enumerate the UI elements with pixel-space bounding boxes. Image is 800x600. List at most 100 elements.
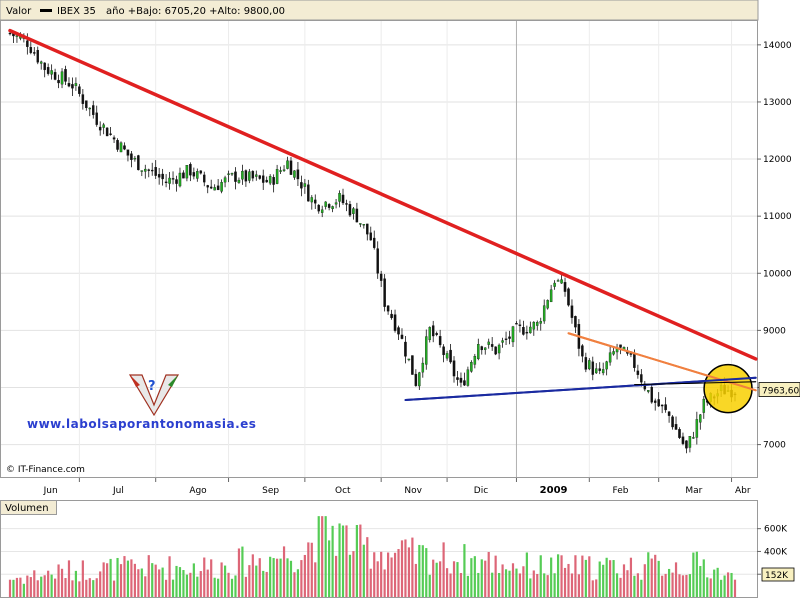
candle-up — [501, 340, 504, 343]
candle-down — [71, 84, 74, 89]
candle-up — [185, 165, 189, 179]
volume-bar-down — [494, 555, 497, 597]
volume-bar-up — [328, 540, 331, 597]
candle-down — [147, 169, 151, 171]
volume-bar-down — [106, 563, 109, 597]
candle-down — [678, 429, 681, 438]
month-label: Oct — [335, 486, 351, 496]
candle-down — [116, 139, 119, 150]
volume-bar-up — [185, 574, 189, 597]
volume-bar-down — [404, 539, 407, 597]
price-tick-label: 11000 — [763, 212, 792, 222]
volume-bar-up — [553, 573, 556, 597]
volume-bar-down — [220, 562, 223, 597]
volume-bar-down — [210, 559, 213, 597]
candle-up — [497, 344, 501, 354]
volume-bar-up — [255, 565, 258, 597]
volume-bar-up — [230, 578, 234, 597]
volume-bar-down — [345, 525, 348, 597]
candle-down — [123, 145, 126, 150]
candle-down — [265, 179, 268, 183]
candle-down — [209, 186, 213, 189]
volume-bar-down — [546, 575, 549, 597]
volume-bar-up — [262, 570, 265, 597]
candle-up — [324, 201, 327, 207]
candle-up — [140, 170, 144, 172]
candle-down — [563, 282, 567, 292]
volume-bar-down — [459, 573, 463, 597]
candle-up — [556, 280, 560, 282]
candle-up — [334, 202, 338, 205]
volume-bar-up — [50, 574, 53, 597]
candle-down — [660, 404, 664, 407]
candle-down — [112, 137, 116, 140]
price-tick-label: 7000 — [763, 441, 786, 451]
volume-bar-up — [22, 583, 25, 597]
candle-up — [359, 223, 362, 225]
candle-down — [317, 204, 320, 212]
last-price-tag: 7963,60 — [758, 382, 800, 397]
volume-bar-down — [258, 558, 261, 597]
volume-bar-up — [730, 572, 733, 597]
candle-up — [608, 352, 612, 363]
volume-bar-down — [387, 552, 390, 597]
volume-bar-up — [272, 558, 275, 597]
candle-up — [310, 197, 314, 203]
candle-down — [674, 424, 678, 430]
volume-bar-down — [88, 578, 91, 597]
volume-bar-up — [338, 523, 341, 597]
volume-bar-down — [626, 570, 629, 597]
candle-down — [216, 185, 220, 191]
month-label: Feb — [613, 486, 629, 496]
candle-down — [43, 62, 46, 71]
candle-up — [407, 358, 411, 361]
volume-bar-up — [213, 577, 216, 597]
volume-bar-up — [234, 575, 237, 597]
highlight-circle-group — [405, 332, 757, 414]
candle-down — [584, 357, 588, 370]
candle-down — [515, 323, 518, 325]
candle-up — [466, 369, 470, 386]
candle-down — [171, 178, 175, 180]
volume-bar-down — [282, 546, 286, 597]
volume-bar-down — [671, 572, 674, 597]
volume-bar-up — [192, 563, 195, 597]
candle-up — [445, 353, 449, 359]
candle-down — [664, 404, 667, 411]
candle-up — [477, 344, 480, 360]
candle-down — [640, 374, 643, 383]
candle-up — [425, 336, 428, 365]
candle-down — [442, 346, 445, 356]
candle-up — [549, 289, 553, 303]
candle-up — [303, 183, 307, 187]
candle-up — [470, 361, 473, 372]
candle-down — [126, 149, 130, 156]
volume-bar-down — [85, 579, 88, 597]
candle-down — [289, 160, 293, 175]
volume-bar-down — [411, 537, 414, 597]
candle-down — [8, 32, 12, 35]
volume-bar-down — [64, 578, 67, 597]
candle-down — [53, 72, 57, 80]
candle-up — [237, 179, 241, 183]
volume-bar-down — [203, 557, 206, 597]
candle-up — [144, 168, 147, 172]
volume-bar-down — [244, 576, 247, 597]
candle-up — [279, 170, 282, 172]
volume-bar-down — [47, 570, 50, 597]
volume-bar-up — [74, 570, 78, 597]
volume-bar-up — [477, 572, 480, 597]
candle-down — [26, 40, 29, 47]
candle-up — [483, 347, 487, 350]
volume-bar-down — [709, 578, 712, 597]
volume-bar-down — [8, 579, 12, 597]
volume-bar-down — [33, 570, 36, 597]
volume-bar-up — [529, 578, 532, 597]
volume-bar-down — [609, 560, 612, 597]
candle-down — [667, 411, 671, 416]
price-tick-label: 9000 — [763, 326, 786, 336]
candle-down — [494, 346, 497, 355]
volume-bar-up — [428, 574, 431, 597]
volume-bar-down — [449, 573, 452, 597]
volume-bar-down — [581, 555, 584, 597]
